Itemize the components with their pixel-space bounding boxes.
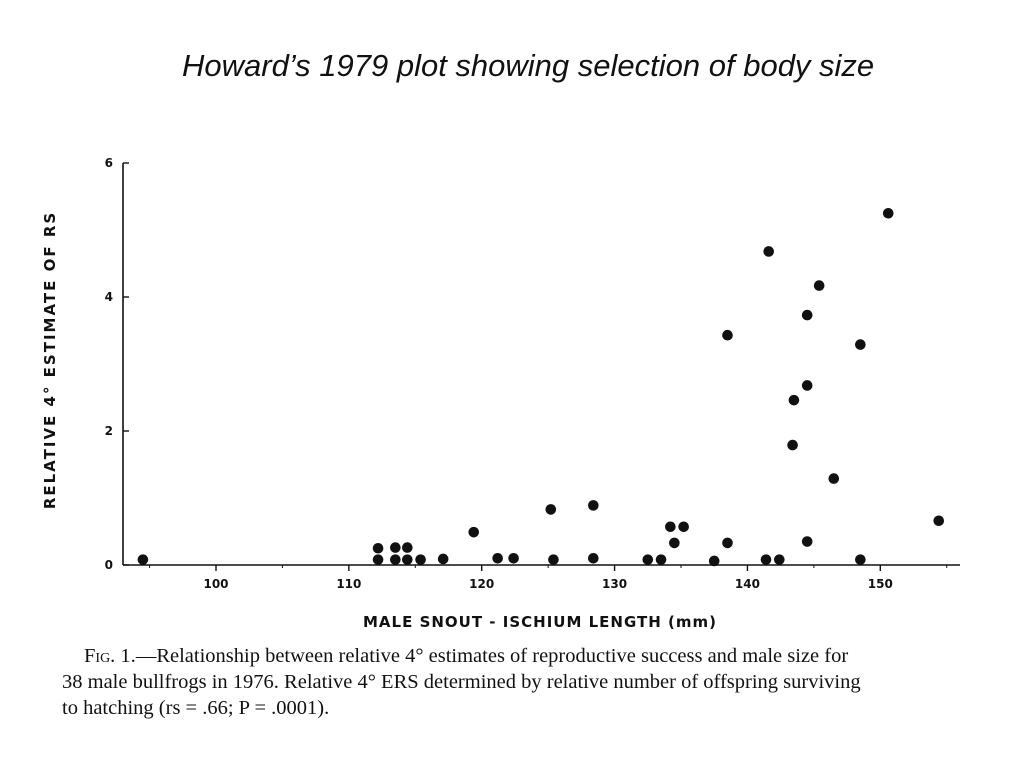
- data-point: [437, 553, 449, 565]
- data-point: [508, 553, 519, 564]
- data-point: [402, 542, 413, 553]
- data-point: [760, 554, 772, 565]
- x-tick-label: 100: [203, 577, 228, 591]
- data-point: [492, 553, 503, 564]
- chart-axes: [122, 163, 960, 566]
- data-point: [722, 537, 733, 549]
- y-tick-label: 4: [105, 290, 113, 304]
- data-point: [588, 553, 599, 564]
- y-tick-label: 2: [105, 424, 113, 438]
- chart-points: [137, 207, 945, 567]
- data-point: [855, 339, 866, 350]
- data-point: [390, 542, 401, 553]
- y-axis-label: RELATIVE 4° ESTIMATE OF RS: [41, 211, 59, 509]
- data-point: [548, 554, 559, 565]
- data-point: [372, 542, 384, 554]
- y-tick-label: 0: [105, 558, 113, 572]
- data-point: [415, 554, 426, 565]
- chart-ticks: 100 110 120 130 140 150 0 2 4 6: [105, 156, 948, 591]
- scatter-chart: 100 110 120 130 140 150 0 2 4 6 MALE SNOUT - ISCH…: [41, 156, 960, 631]
- data-point: [545, 504, 557, 515]
- data-point: [933, 515, 945, 527]
- x-tick-label: 110: [336, 577, 361, 591]
- data-point: [882, 207, 894, 219]
- data-point: [137, 554, 149, 565]
- data-point: [855, 554, 866, 565]
- data-point: [788, 394, 800, 406]
- slide-title: Howard’s 1979 plot showing selection of …: [182, 48, 875, 83]
- caption-fig-label: Fig. 1.: [84, 645, 136, 667]
- caption-line-1-text: —Relationship between relative 4° estima…: [135, 645, 849, 667]
- x-axis-label: MALE SNOUT - ISCHIUM LENGTH (mm): [363, 613, 717, 631]
- x-tick-label: 120: [469, 577, 494, 591]
- data-point: [402, 554, 413, 565]
- data-point: [813, 280, 825, 291]
- data-point: [665, 521, 676, 533]
- data-point: [642, 554, 654, 565]
- y-tick-label: 6: [105, 156, 113, 170]
- caption-line-3: to hatching (rs = .66; P = .0001).: [62, 697, 330, 719]
- figure-caption: Fig. 1.—Relationship between relative 4°…: [62, 643, 962, 721]
- data-point: [774, 554, 785, 565]
- caption-line-1: Fig. 1.—Relationship between relative 4°…: [62, 643, 962, 669]
- caption-line-2: 38 male bullfrogs in 1976. Relative 4° E…: [62, 671, 861, 693]
- data-point: [787, 439, 798, 451]
- x-tick-label: 130: [602, 577, 627, 591]
- x-tick-label: 150: [868, 577, 893, 591]
- x-tick-label: 140: [735, 577, 760, 591]
- data-point: [722, 329, 733, 341]
- data-point: [655, 554, 667, 565]
- data-point: [801, 309, 813, 321]
- data-point: [669, 537, 680, 549]
- data-point: [828, 473, 840, 484]
- data-point: [708, 555, 720, 567]
- data-point: [588, 500, 599, 511]
- data-point: [801, 536, 813, 547]
- data-point: [801, 380, 813, 391]
- data-point: [468, 526, 480, 538]
- data-point: [372, 554, 384, 565]
- data-point: [763, 246, 774, 257]
- data-point: [678, 521, 689, 533]
- data-point: [390, 554, 401, 565]
